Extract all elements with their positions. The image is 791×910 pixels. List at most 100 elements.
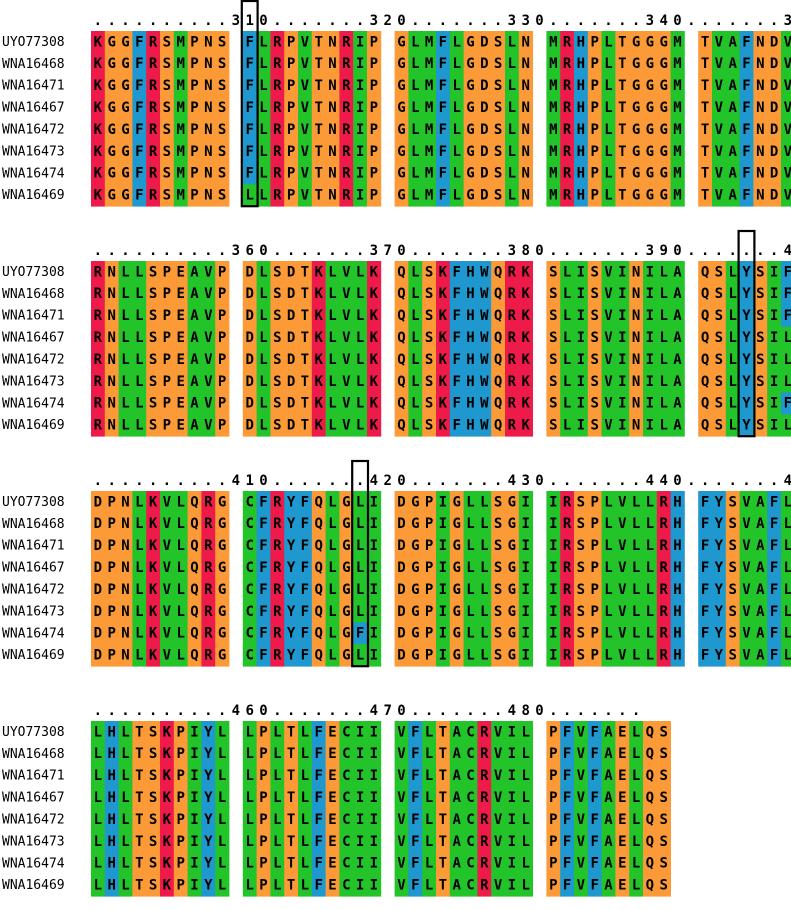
residue-letter: Q: [314, 516, 322, 532]
residue-letter: G: [218, 494, 226, 510]
residue-letter: R: [659, 516, 668, 532]
residue-letter: P: [370, 188, 378, 204]
residue-cell: [173, 184, 188, 207]
residue-cell: [505, 118, 520, 141]
residue-letter: Y: [204, 724, 213, 740]
residue-cell: [91, 326, 106, 349]
residue-cell: [449, 74, 464, 98]
residue-cell: [284, 184, 299, 207]
residue-letter: N: [632, 418, 640, 434]
residue-cell: [367, 304, 382, 328]
residue-letter: N: [107, 396, 115, 412]
residue-letter: S: [149, 878, 157, 894]
residue-cell: [587, 282, 602, 306]
residue-letter: G: [411, 648, 419, 664]
residue-letter: P: [218, 374, 226, 390]
residue-letter: R: [659, 626, 668, 642]
residue-letter: R: [508, 308, 517, 324]
residue-letter: A: [673, 264, 682, 280]
residue-letter: Q: [494, 330, 502, 346]
residue-letter: P: [259, 812, 267, 828]
residue-letter: P: [590, 604, 598, 620]
residue-cell: [298, 282, 313, 306]
residue-letter: T: [287, 878, 295, 894]
residue-letter: G: [107, 78, 115, 94]
residue-letter: K: [521, 418, 530, 434]
residue-letter: Q: [190, 604, 198, 620]
residue-letter: I: [370, 878, 378, 894]
residue-cell: [505, 282, 520, 306]
residue-letter: I: [356, 856, 364, 872]
residue-letter: A: [673, 374, 682, 390]
residue-letter: L: [245, 790, 253, 806]
residue-letter: F: [439, 56, 447, 72]
residue-cell: [270, 326, 285, 349]
residue-cell: [477, 118, 492, 141]
residue-letter: H: [673, 516, 681, 532]
residue-cell: [560, 31, 575, 54]
residue-letter: I: [356, 724, 364, 740]
residue-letter: L: [508, 166, 516, 182]
residue-cell: [463, 304, 478, 328]
sequence-name: WNA16472: [2, 582, 65, 597]
residue-letter: A: [756, 604, 765, 620]
residue-letter: H: [466, 352, 474, 368]
residue-letter: K: [314, 330, 323, 346]
residue-letter: L: [521, 834, 529, 850]
residue-letter: V: [494, 790, 503, 806]
residue-letter: I: [521, 648, 529, 664]
residue-cell: [477, 52, 492, 76]
residue-letter: T: [314, 56, 322, 72]
residue-letter: E: [328, 878, 336, 894]
residue-cell: [449, 184, 464, 207]
residue-letter: P: [259, 724, 267, 740]
residue-cell: [173, 96, 188, 119]
residue-cell: [505, 96, 520, 119]
residue-cell: [91, 52, 106, 76]
residue-cell: [574, 348, 589, 371]
residue-letter: T: [135, 856, 143, 872]
residue-cell: [601, 282, 616, 306]
residue-letter: T: [301, 264, 309, 280]
residue-letter: I: [356, 768, 364, 784]
residue-letter: E: [328, 856, 336, 872]
residue-letter: V: [577, 812, 586, 828]
residue-letter: T: [314, 144, 322, 160]
residue-letter: F: [314, 878, 322, 894]
residue-letter: R: [94, 264, 103, 280]
residue-letter: K: [370, 396, 379, 412]
residue-letter: P: [549, 812, 557, 828]
residue-letter: V: [204, 286, 213, 302]
residue-cell: [546, 140, 561, 163]
residue-cell: [436, 52, 451, 76]
residue-letter: P: [163, 418, 171, 434]
residue-cell: [643, 326, 658, 349]
residue-cell: [698, 31, 713, 54]
residue-cell: [574, 304, 589, 328]
residue-cell: [367, 31, 382, 54]
residue-letter: P: [590, 560, 598, 576]
residue-letter: S: [756, 418, 764, 434]
residue-letter: P: [163, 264, 171, 280]
residue-letter: T: [618, 34, 626, 50]
residue-cell: [546, 282, 561, 306]
residue-cell: [767, 140, 782, 163]
residue-letter: K: [439, 352, 448, 368]
residue-letter: M: [176, 166, 184, 182]
residue-letter: A: [728, 100, 737, 116]
residue-cell: [173, 118, 188, 141]
residue-letter: F: [259, 538, 267, 554]
residue-letter: V: [577, 746, 586, 762]
residue-cell: [629, 140, 644, 163]
residue-letter: N: [107, 286, 115, 302]
residue-cell: [753, 140, 768, 163]
residue-cell: [353, 140, 368, 163]
residue-letter: V: [204, 308, 213, 324]
residue-cell: [394, 162, 409, 185]
residue-letter: L: [135, 352, 143, 368]
residue-cell: [422, 282, 437, 306]
residue-letter: F: [784, 396, 791, 412]
residue-cell: [670, 304, 685, 328]
residue-letter: F: [770, 538, 778, 554]
